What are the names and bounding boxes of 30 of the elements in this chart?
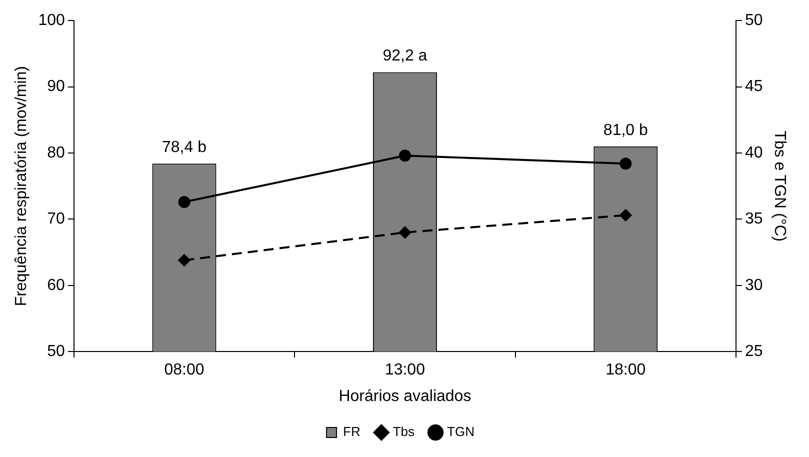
y2-tick-label: 40	[745, 144, 763, 162]
point	[398, 150, 411, 162]
y-tick-label: 100	[38, 12, 65, 30]
y2-tick-label: 50	[745, 12, 763, 30]
y-tick-label: 50	[47, 343, 65, 360]
y2-tick-label: 35	[745, 210, 763, 228]
y-axis-title: Frequência respiratória (mov/min)	[13, 66, 30, 306]
y-tick-label: 80	[47, 144, 65, 162]
y2-tick-label: 30	[745, 276, 763, 294]
point	[178, 196, 190, 208]
x-tick-label: 18:00	[606, 362, 646, 379]
y2-tick-label: 25	[745, 343, 763, 360]
data-label: 78,4 b	[162, 139, 207, 156]
data-label: 92,2 a	[382, 48, 428, 65]
x-tick-label: 13:00	[384, 362, 426, 379]
legend-label: Tbs	[392, 424, 416, 440]
legend-label: TGN	[447, 424, 474, 440]
x-tick-label: 08:00	[164, 362, 204, 379]
x-axis-title: Horários avaliados	[338, 388, 472, 405]
y2-axis-title: Tbs e TGN (°C)	[770, 130, 788, 242]
point	[398, 226, 411, 238]
point	[178, 254, 190, 266]
y-tick-label: 90	[47, 78, 65, 96]
legend-label: FR	[343, 424, 360, 440]
y-tick-label: 70	[47, 210, 65, 228]
point	[620, 209, 632, 222]
data-label: 81,0 b	[603, 122, 648, 139]
point	[620, 158, 632, 170]
y2-tick-label: 45	[745, 78, 763, 96]
y-tick-label: 60	[47, 276, 65, 294]
